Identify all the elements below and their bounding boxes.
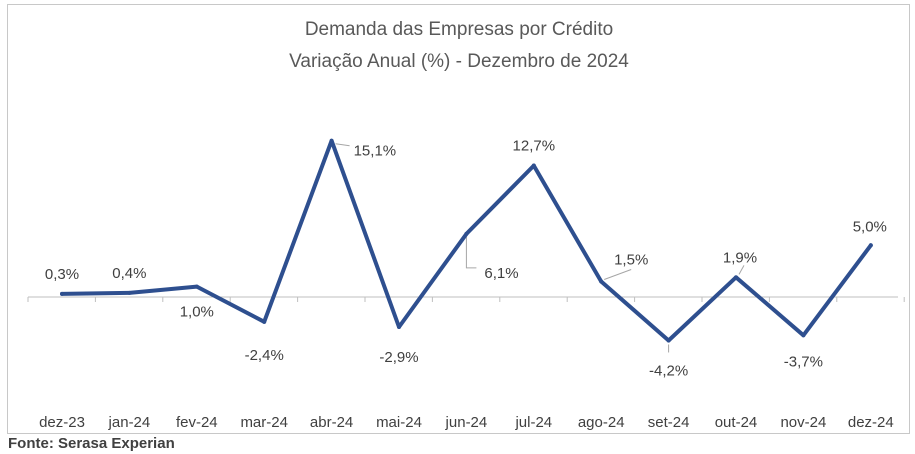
chart-title: Demanda das Empresas por Crédito bbox=[305, 19, 613, 40]
data-label: 12,7% bbox=[513, 138, 556, 155]
data-label: 1,0% bbox=[180, 304, 214, 321]
data-point bbox=[397, 325, 401, 330]
x-tick-label: abr-24 bbox=[310, 414, 353, 431]
x-tick-label: out-24 bbox=[715, 414, 758, 431]
chart-frame: Demanda das Empresas por Crédito Variaçã… bbox=[7, 4, 910, 434]
leader-line bbox=[465, 236, 477, 269]
x-tick-label: fev-24 bbox=[176, 414, 218, 431]
x-tick-label: nov-24 bbox=[780, 414, 826, 431]
data-label: 0,3% bbox=[45, 266, 79, 283]
data-point bbox=[329, 138, 334, 143]
data-label: 1,9% bbox=[723, 249, 757, 266]
data-point bbox=[868, 243, 873, 248]
x-tick-label: dez-23 bbox=[39, 414, 85, 431]
data-label: -4,2% bbox=[649, 362, 688, 379]
x-tick-label: set-24 bbox=[648, 414, 690, 431]
data-label: -2,4% bbox=[245, 347, 284, 364]
data-labels: 0,3% 0,4% 1,0% -2,4% 15,1% -2,9% 6,1% 12,7% 1,5%… bbox=[45, 138, 887, 380]
data-point bbox=[801, 333, 806, 338]
data-label: 6,1% bbox=[484, 265, 518, 282]
data-point bbox=[599, 279, 604, 284]
x-tick-labels: dez-23 jan-24 fev-24 mar-24 abr-24 mai-24 jun-… bbox=[39, 414, 894, 431]
leader-line bbox=[738, 265, 745, 275]
data-point bbox=[666, 338, 671, 343]
leader-lines bbox=[335, 143, 745, 353]
data-label: 15,1% bbox=[354, 143, 397, 160]
data-label: 0,4% bbox=[112, 265, 146, 282]
data-point bbox=[464, 231, 469, 236]
data-point bbox=[262, 319, 267, 324]
x-tick-label: mai-24 bbox=[376, 414, 422, 431]
x-tick-label: ago-24 bbox=[578, 414, 625, 431]
data-point bbox=[127, 290, 132, 295]
x-axis bbox=[27, 296, 905, 302]
source-note: Fonte: Serasa Experian bbox=[8, 435, 175, 452]
x-tick-label: jul-24 bbox=[514, 414, 552, 431]
data-point bbox=[60, 291, 64, 296]
data-label: -3,7% bbox=[784, 353, 823, 370]
x-tick-label: dez-24 bbox=[848, 414, 894, 431]
data-label: 5,0% bbox=[853, 218, 887, 235]
series-layer bbox=[60, 138, 873, 343]
x-tick-label: jan-24 bbox=[108, 414, 151, 431]
line-chart: Demanda das Empresas por Crédito Variaçã… bbox=[27, 19, 905, 431]
data-label: -2,9% bbox=[379, 349, 418, 366]
chart-subtitle: Variação Anual (%) - Dezembro de 2024 bbox=[289, 51, 629, 72]
x-tick-label: mar-24 bbox=[240, 414, 288, 431]
leader-line bbox=[604, 269, 632, 280]
x-tick-label: jun-24 bbox=[445, 414, 488, 431]
data-label: 1,5% bbox=[614, 251, 648, 268]
data-point bbox=[734, 275, 738, 280]
leader-line bbox=[335, 143, 350, 147]
data-point bbox=[531, 163, 536, 168]
data-point bbox=[194, 284, 199, 289]
